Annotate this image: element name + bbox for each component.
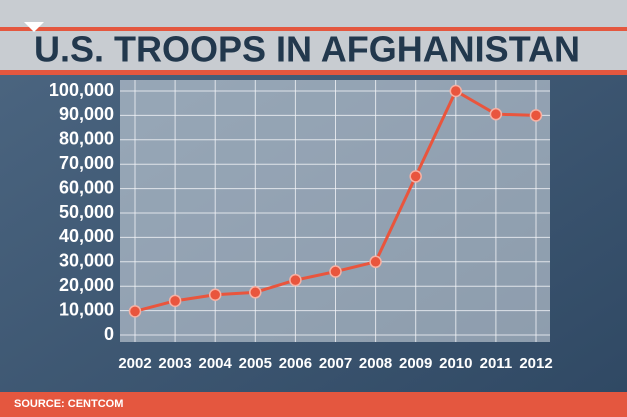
x-tick-label: 2006 — [279, 355, 312, 372]
data-point — [249, 286, 262, 299]
y-tick-label: 30,000 — [59, 251, 114, 271]
x-tick-label: 2002 — [118, 355, 151, 372]
y-tick-label: 80,000 — [59, 129, 114, 149]
x-tick-label: 2011 — [480, 355, 513, 372]
y-tick-label: 20,000 — [59, 275, 114, 295]
data-point — [208, 288, 222, 301]
y-tick-label: 10,000 — [59, 299, 114, 319]
banner-arrow — [24, 22, 44, 32]
data-point — [449, 84, 463, 98]
data-point — [489, 107, 503, 121]
title-banner — [0, 0, 627, 74]
y-tick-label: 50,000 — [59, 202, 114, 222]
x-tick-label: 2008 — [359, 355, 392, 372]
data-point — [529, 109, 543, 122]
y-tick-label: 100,000 — [49, 80, 114, 100]
data-point — [409, 170, 422, 183]
x-tick-label: 2010 — [439, 355, 472, 372]
banner-stripe — [0, 70, 627, 75]
x-tick-label: 2004 — [199, 355, 233, 372]
data-point — [329, 265, 342, 278]
banner-stripe — [0, 27, 627, 31]
y-tick-label: 60,000 — [59, 177, 114, 197]
x-tick-label: 2005 — [239, 355, 272, 372]
data-point — [289, 273, 302, 287]
y-tick-label: 0 — [104, 324, 114, 344]
source: SOURCE: CENTCOM — [14, 398, 123, 410]
x-tick-label: 2003 — [158, 355, 191, 372]
footer-stripe — [0, 392, 627, 417]
data-point — [168, 294, 182, 308]
y-tick-label: 40,000 — [59, 226, 114, 246]
chart-title: U.S. TROOPS IN AFGHANISTAN — [34, 29, 580, 70]
x-tick-label: 2009 — [399, 355, 432, 372]
x-tick-label: 2007 — [319, 355, 352, 372]
y-tick-label: 70,000 — [59, 153, 114, 173]
data-point — [369, 255, 382, 269]
x-tick-label: 2012 — [519, 355, 552, 372]
y-tick-label: 90,000 — [59, 104, 114, 124]
data-point — [128, 305, 142, 318]
